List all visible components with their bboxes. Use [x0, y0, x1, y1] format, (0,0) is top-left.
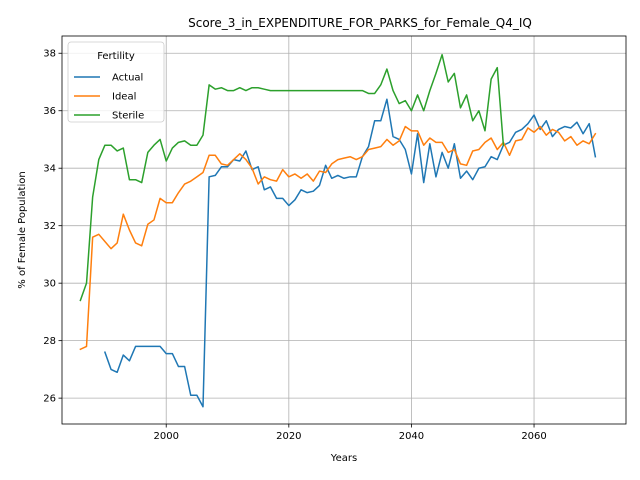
y-tick-label: 38: [43, 49, 56, 60]
y-axis-label: % of Female Population: [17, 171, 28, 288]
y-tick-label: 32: [43, 221, 56, 232]
x-axis-label: Years: [330, 453, 357, 464]
series-line-ideal: [79, 125, 597, 351]
y-tick-label: 26: [43, 394, 56, 405]
x-tick-label: 2060: [521, 431, 546, 442]
legend: Fertility Actual Ideal Sterile: [67, 41, 165, 123]
axis-ticks: 2000 2020 2040 2060 26 28 30 32 34 36 38: [43, 49, 547, 442]
legend-label-actual: Actual: [112, 73, 143, 84]
legend-box: [67, 41, 165, 123]
x-tick-label: 2040: [399, 431, 424, 442]
y-tick-label: 28: [43, 336, 56, 347]
series-line-actual: [103, 98, 597, 408]
chart-title: Score_3_in_EXPENDITURE_FOR_PARKS_for_Fem…: [188, 16, 532, 30]
legend-label-sterile: Sterile: [112, 111, 144, 122]
x-tick-label: 2020: [276, 431, 301, 442]
series-line-sterile: [79, 53, 505, 302]
x-tick-label: 2000: [153, 431, 178, 442]
legend-label-ideal: Ideal: [112, 92, 136, 103]
plot-frame: [61, 35, 627, 425]
y-tick-label: 36: [43, 106, 56, 117]
grid: [62, 36, 626, 424]
y-tick-label: 30: [43, 279, 56, 290]
y-tick-label: 34: [43, 164, 56, 175]
series-lines: [79, 53, 597, 408]
legend-title: Fertility: [97, 51, 135, 62]
